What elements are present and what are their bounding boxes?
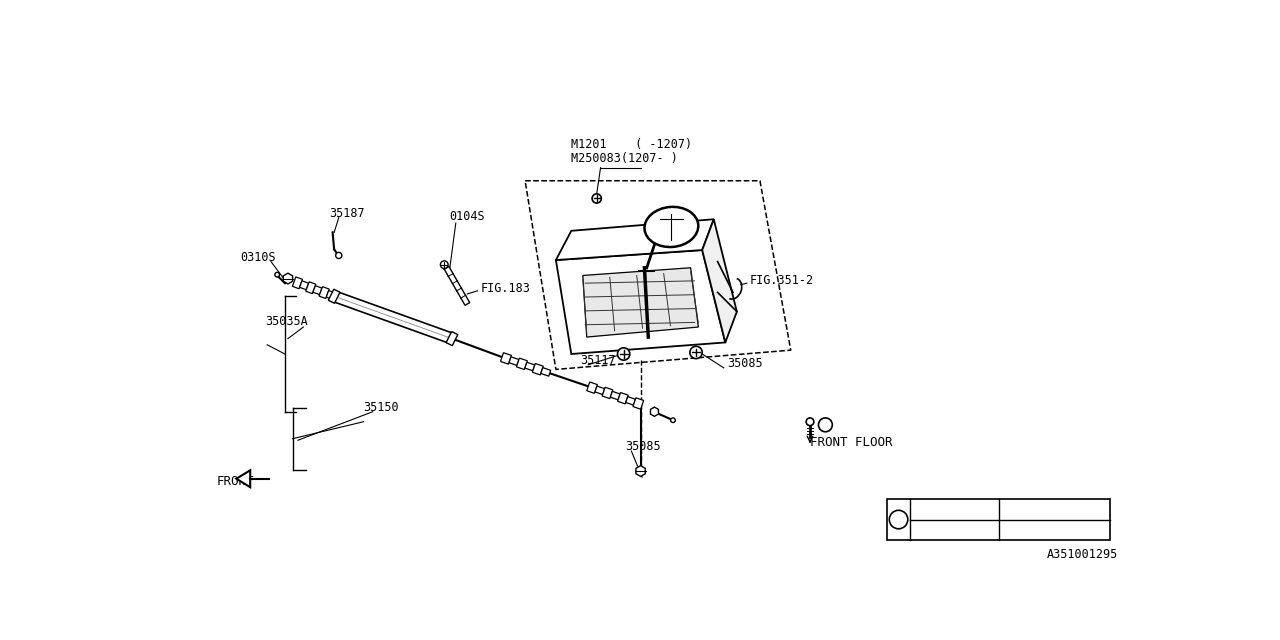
Polygon shape [626,397,635,405]
Polygon shape [333,291,454,344]
Polygon shape [595,386,604,394]
Polygon shape [237,470,250,487]
Text: M1201    ( -1207): M1201 ( -1207) [571,138,692,151]
Polygon shape [650,407,658,417]
Circle shape [818,418,832,432]
Polygon shape [525,362,535,371]
Circle shape [335,252,342,259]
Bar [887,499,1110,540]
Circle shape [671,418,676,422]
Text: W410038: W410038 [913,504,960,514]
Text: FRONT: FRONT [218,476,255,488]
Polygon shape [306,282,316,294]
Text: ( -1209): ( -1209) [1001,504,1055,514]
Text: 35085: 35085 [625,440,660,453]
Text: 35085: 35085 [727,356,763,370]
Polygon shape [611,391,620,400]
Polygon shape [636,466,645,476]
Polygon shape [516,358,527,369]
Polygon shape [312,285,323,294]
Text: FIG.351-2: FIG.351-2 [750,275,814,287]
Ellipse shape [645,207,699,247]
Polygon shape [509,357,518,365]
Text: FRONT FLOOR: FRONT FLOOR [810,436,892,449]
Text: 0104S: 0104S [449,211,485,223]
Text: 0310S: 0310S [241,252,275,264]
Text: M250083(1207- ): M250083(1207- ) [571,152,678,165]
Text: 35035A: 35035A [266,315,308,328]
Circle shape [593,194,602,203]
Polygon shape [328,289,340,303]
Circle shape [806,418,814,426]
Polygon shape [292,277,302,289]
Text: 1: 1 [895,515,902,525]
Text: FIG.183: FIG.183 [480,282,530,295]
Polygon shape [582,268,699,337]
Polygon shape [300,281,308,290]
Circle shape [690,346,703,358]
Polygon shape [617,392,628,404]
Polygon shape [500,353,512,364]
Text: (1209- ): (1209- ) [1001,525,1055,535]
Polygon shape [632,398,644,409]
Polygon shape [447,332,458,346]
Polygon shape [556,220,714,260]
Polygon shape [319,287,329,298]
Circle shape [617,348,630,360]
Polygon shape [540,367,550,376]
Polygon shape [556,250,726,354]
Text: 35187: 35187 [329,207,365,220]
Circle shape [275,273,279,277]
Polygon shape [703,220,737,342]
Polygon shape [444,266,470,305]
Polygon shape [586,382,598,394]
Text: 35150: 35150 [364,401,399,415]
Polygon shape [532,364,543,375]
Polygon shape [326,291,335,300]
Polygon shape [283,273,293,284]
Polygon shape [602,387,613,399]
Text: A351001295: A351001295 [1047,548,1119,561]
Circle shape [440,261,448,269]
Text: W410045: W410045 [913,525,960,535]
Circle shape [890,510,908,529]
Text: 1: 1 [822,420,828,430]
Text: 35117: 35117 [581,354,616,367]
